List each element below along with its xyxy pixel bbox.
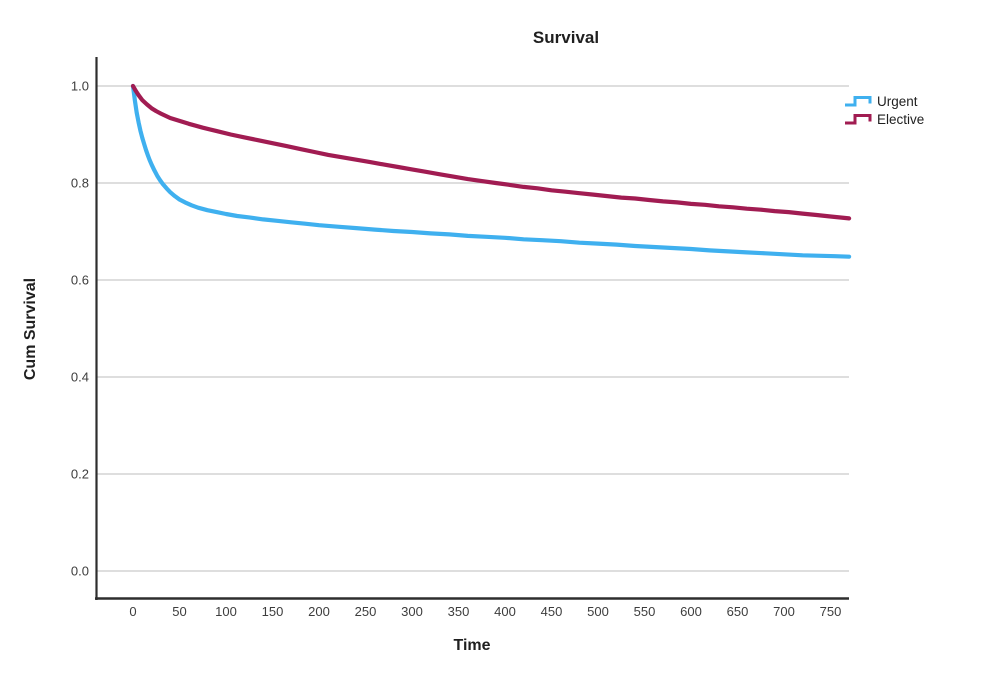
- legend-step-line-path: [845, 114, 872, 125]
- legend-step-line-path: [845, 96, 872, 107]
- legend-label: Elective: [877, 111, 925, 127]
- x-tick-label: 700: [773, 604, 795, 619]
- x-tick-label: 750: [819, 604, 842, 619]
- y-axis-title: Cum Survival: [22, 277, 39, 381]
- x-tick-label: 400: [494, 604, 516, 619]
- x-tick-label: 250: [354, 604, 377, 619]
- x-axis-title: Time: [453, 637, 491, 654]
- y-tick-label: 0.6: [70, 272, 89, 288]
- x-tick-label: 150: [261, 604, 284, 619]
- x-tick-label: 200: [308, 604, 330, 619]
- y-tick-label: 0.0: [70, 563, 89, 579]
- y-tick-label: 0.4: [70, 369, 89, 385]
- legend-step-line-icon: [845, 114, 872, 125]
- x-tick-label: 600: [680, 604, 702, 619]
- curve-urgent: [130, 83, 852, 259]
- x-tick-label: 0: [129, 604, 137, 619]
- legend-label: Urgent: [877, 93, 918, 109]
- chart-title: Survival: [532, 28, 600, 47]
- legend-item-urgent: Urgent: [844, 92, 924, 110]
- y-tick-label: 0.2: [70, 466, 89, 482]
- legend-step-line-icon: [845, 96, 872, 107]
- y-tick-label: 0.8: [70, 175, 89, 191]
- x-tick-label: 500: [587, 604, 609, 619]
- x-tick-label: 300: [401, 604, 423, 619]
- x-tick-label: 650: [726, 604, 749, 619]
- x-tick-label: 100: [215, 604, 237, 619]
- x-tick-label: 550: [633, 604, 656, 619]
- x-tick-label: 50: [172, 604, 187, 619]
- legend-item-elective: Elective: [844, 110, 924, 128]
- y-tick-label: 1.0: [70, 78, 89, 94]
- legend: Urgent Elective: [844, 92, 924, 128]
- curve-elective: [130, 83, 852, 221]
- x-tick-label: 350: [447, 604, 470, 619]
- x-tick-label: 450: [540, 604, 563, 619]
